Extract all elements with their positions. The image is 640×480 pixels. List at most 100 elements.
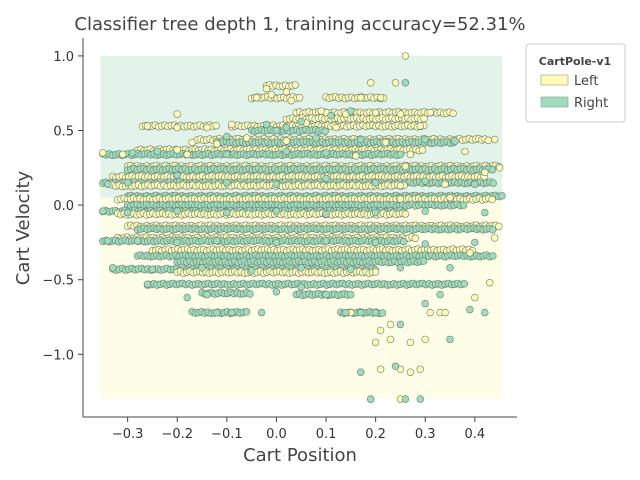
point-right [401, 395, 410, 403]
point-left [426, 108, 434, 117]
point-left [262, 84, 271, 93]
point-right [396, 264, 405, 272]
point-left [252, 93, 261, 102]
stripe-point [371, 268, 380, 276]
stripe-point [488, 166, 497, 174]
point-right [104, 180, 112, 188]
chart-title: Classifier tree depth 1, training accura… [74, 14, 525, 35]
point-left [401, 162, 410, 171]
point-right [322, 149, 330, 157]
stripe-cluster [143, 279, 468, 289]
point-right [416, 395, 424, 403]
point-left [446, 194, 454, 202]
point-right [297, 117, 305, 126]
point-left [406, 150, 415, 159]
point-right [272, 288, 281, 296]
stripe-point [291, 81, 299, 89]
stripe-cluster [123, 164, 497, 174]
legend: CartPole-v1 Left Right [525, 43, 626, 123]
point-right [123, 179, 132, 187]
point-right [446, 335, 454, 344]
point-left [461, 147, 469, 156]
stripe-cluster [113, 209, 407, 219]
point-left [213, 140, 221, 148]
legend-label-right: Right [574, 96, 608, 111]
y-tick-label: −1.0 [42, 348, 74, 363]
point-right [471, 180, 479, 188]
point-left [367, 79, 375, 87]
point-right [173, 171, 181, 180]
stripe-cluster [109, 181, 408, 191]
point-right [247, 267, 256, 275]
stripe-point [420, 114, 428, 123]
point-right [148, 265, 157, 273]
point-right [223, 208, 231, 217]
point-right [322, 210, 330, 218]
stripe-point [396, 150, 405, 159]
point-left [386, 335, 395, 344]
point-right [371, 238, 380, 247]
point-right [322, 237, 330, 245]
point-left [357, 93, 365, 102]
point-right [223, 132, 231, 141]
point-left [173, 146, 181, 154]
point-right [421, 299, 429, 308]
stripe-point [411, 234, 419, 243]
point-right [173, 207, 181, 215]
point-left [282, 137, 291, 145]
point-right [357, 308, 365, 317]
point-right [371, 308, 380, 317]
point-left [471, 293, 479, 302]
point-right [436, 290, 444, 299]
stripe-point [419, 257, 428, 265]
point-left [416, 365, 424, 373]
point-left [118, 150, 127, 159]
point-right [342, 308, 350, 317]
stripe-cluster [133, 251, 497, 261]
stripe-point [378, 309, 387, 317]
point-right [213, 237, 221, 245]
stripe-point [459, 201, 468, 209]
point-right [213, 308, 221, 317]
point-right [109, 264, 117, 272]
point-left [243, 134, 251, 142]
point-right [421, 177, 429, 185]
point-left [495, 164, 504, 172]
point-left [352, 152, 360, 160]
point-left [396, 110, 405, 118]
point-right [451, 137, 459, 145]
y-tick-label: 1.0 [53, 50, 74, 65]
point-left [421, 335, 429, 344]
scatter-points [99, 52, 504, 403]
stripe-point [498, 192, 506, 200]
point-right [481, 208, 489, 217]
point-left [143, 122, 152, 130]
x-tick-label: 0.0 [266, 427, 287, 442]
point-left [267, 90, 276, 99]
point-right [143, 280, 152, 288]
point-right [272, 207, 281, 215]
point-right [282, 147, 291, 156]
point-right [347, 107, 355, 115]
y-tick-label: 0.0 [53, 199, 74, 214]
point-left [287, 96, 295, 105]
point-left [183, 150, 191, 159]
stripe-cluster [133, 224, 497, 234]
stripe-point [418, 146, 427, 154]
stripe-point [489, 252, 497, 260]
x-tick-label: 0.2 [365, 427, 386, 442]
point-right [446, 264, 454, 272]
point-right [466, 305, 474, 314]
point-left [376, 93, 385, 102]
point-right [391, 362, 400, 370]
point-right [297, 283, 305, 291]
point-left [406, 338, 415, 347]
point-left [99, 149, 107, 157]
stripe-point [488, 195, 496, 204]
point-right [223, 150, 231, 159]
point-left [381, 138, 390, 147]
x-tick-label: −0.3 [112, 427, 144, 442]
point-right [421, 240, 429, 248]
point-left [426, 308, 434, 317]
point-right [262, 120, 271, 129]
